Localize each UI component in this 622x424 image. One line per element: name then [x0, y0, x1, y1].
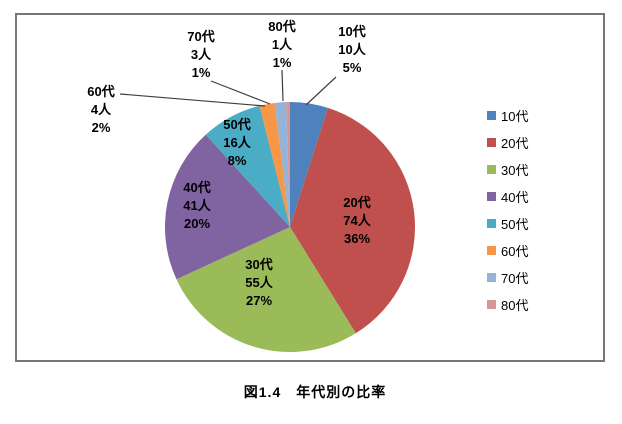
- leader-line: [281, 69, 284, 102]
- legend-label: 50代: [501, 217, 529, 232]
- leader-line: [305, 76, 337, 106]
- pie-slice-10s: [290, 102, 328, 227]
- legend-item-30s: 30代: [487, 156, 528, 183]
- legend-item-40s: 40代: [487, 183, 528, 210]
- legend-swatch-icon: [487, 138, 496, 147]
- legend-item-60s: 60代: [487, 237, 528, 264]
- slice-label-line: 20代: [343, 195, 371, 210]
- legend-label: 80代: [501, 298, 529, 313]
- callout-count: 4人: [90, 102, 112, 117]
- pie-slice-50s: [205, 105, 290, 227]
- slice-label-30s: 30代 55人 27%: [245, 256, 272, 310]
- pie-chart-svg: [119, 69, 416, 353]
- slice-label-50s: 50代 16人 8%: [223, 116, 250, 170]
- slice-label-40s: 40代 41人 20%: [183, 179, 210, 233]
- pie-slice-60s: [259, 102, 290, 227]
- pie-slice-70s: [274, 102, 290, 227]
- slice-label-line: 50代: [223, 117, 251, 132]
- legend-label: 40代: [501, 190, 529, 205]
- slice-label-line: 8%: [227, 153, 247, 168]
- legend-label: 60代: [501, 244, 529, 259]
- callout-category: 70代: [187, 29, 215, 44]
- legend-item-80s: 80代: [487, 291, 528, 318]
- legend-label: 70代: [501, 271, 529, 286]
- slice-label-line: 30代: [245, 257, 273, 272]
- pie-slice-40s: [164, 134, 290, 280]
- slice-label-line: 74人: [343, 213, 371, 228]
- legend-label: 30代: [501, 163, 529, 178]
- callout-count: 1人: [271, 37, 293, 52]
- callout-percent: 1%: [191, 65, 211, 80]
- legend-item-70s: 70代: [487, 264, 528, 291]
- callout-percent: 5%: [342, 60, 362, 75]
- legend-item-10s: 10代: [487, 102, 528, 129]
- slice-label-line: 20%: [183, 216, 211, 231]
- callout-label-70s: 70代 3人 1%: [169, 28, 233, 82]
- callout-percent: 1%: [272, 55, 292, 70]
- legend-swatch-icon: [487, 111, 496, 120]
- slice-label-20s: 20代 74人 36%: [343, 194, 370, 248]
- callout-category: 10代: [338, 24, 366, 39]
- slice-label-line: 16人: [223, 135, 251, 150]
- legend-label: 10代: [501, 109, 529, 124]
- slice-label-line: 41人: [183, 198, 211, 213]
- slice-label-line: 27%: [245, 293, 273, 308]
- legend-item-20s: 20代: [487, 129, 528, 156]
- chart-frame: 10代 10人 5% 80代 1人 1% 70代 3人 1% 60代 4人 2%…: [15, 13, 605, 362]
- legend-swatch-icon: [487, 192, 496, 201]
- callout-label-80s: 80代 1人 1%: [250, 18, 314, 72]
- callout-category: 80代: [268, 19, 296, 34]
- legend-swatch-icon: [487, 273, 496, 282]
- legend-swatch-icon: [487, 300, 496, 309]
- chart-legend: 10代 20代 30代 40代 50代 60代 70代 80代: [487, 102, 528, 318]
- legend-item-50s: 50代: [487, 210, 528, 237]
- callout-label-60s: 60代 4人 2%: [69, 83, 133, 137]
- slice-label-line: 40代: [183, 180, 211, 195]
- pie-slice-20s: [290, 107, 416, 334]
- legend-swatch-icon: [487, 219, 496, 228]
- legend-swatch-icon: [487, 246, 496, 255]
- callout-count: 10人: [338, 42, 366, 57]
- leader-line: [210, 80, 271, 105]
- leader-line: [119, 93, 266, 107]
- figure-caption: 図1.4 年代別の比率: [243, 384, 387, 400]
- slice-label-line: 36%: [343, 231, 371, 246]
- callout-category: 60代: [87, 84, 115, 99]
- legend-label: 20代: [501, 136, 529, 151]
- pie-slice-30s: [176, 227, 356, 353]
- callout-percent: 2%: [91, 120, 111, 135]
- pie-slice-80s: [286, 102, 290, 227]
- slice-label-line: 55人: [245, 275, 273, 290]
- legend-swatch-icon: [487, 165, 496, 174]
- callout-label-10s: 10代 10人 5%: [320, 23, 384, 77]
- callout-count: 3人: [190, 47, 212, 62]
